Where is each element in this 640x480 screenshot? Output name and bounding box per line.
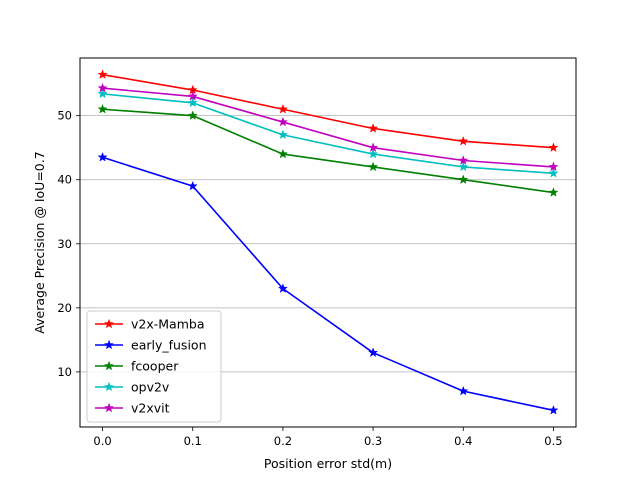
x-tick-label: 0.3 <box>364 434 382 448</box>
legend-label: early_fusion <box>131 338 207 353</box>
legend-label: fcooper <box>131 359 179 374</box>
legend-label: opv2v <box>131 380 170 395</box>
series-fcooper <box>97 103 559 197</box>
data-point-opv2v <box>458 161 469 172</box>
x-tick-label: 0.1 <box>184 434 202 448</box>
legend-item-opv2v: opv2v <box>95 380 170 395</box>
series-line-v2x-mamba <box>102 73 554 149</box>
data-point-v2x-mamba <box>458 135 469 146</box>
x-tick-label: 0.5 <box>544 434 562 448</box>
x-tick-label: 0.0 <box>93 434 111 448</box>
data-point-v2xvit <box>458 155 469 165</box>
data-point-early-fusion <box>97 151 108 162</box>
series-line-opv2v <box>102 93 554 175</box>
legend-swatch-marker <box>103 318 115 329</box>
data-point-fcooper <box>277 148 288 159</box>
data-point-opv2v <box>368 148 379 159</box>
legend-item-v2xvit: v2xvit <box>95 401 170 416</box>
y-tick-label: 10 <box>57 365 72 379</box>
data-point-fcooper <box>368 161 379 172</box>
data-point-v2xvit <box>368 142 379 152</box>
legend-box <box>86 310 222 423</box>
data-point-v2xvit <box>187 91 198 101</box>
data-point-early-fusion <box>458 385 469 396</box>
x-axis-label: Position error std(m) <box>264 456 392 471</box>
axes: 0.0 0.1 0.2 0.3 0.4 0.5 10 20 30 40 50 <box>57 109 562 448</box>
data-point-opv2v <box>187 97 198 108</box>
y-tick-label: 50 <box>57 109 72 123</box>
legend-item-early-fusion: early_fusion <box>95 338 207 353</box>
legend-swatch-marker <box>103 381 115 392</box>
data-point-early-fusion <box>277 283 288 293</box>
y-tick-label: 40 <box>57 173 72 187</box>
data-point-early-fusion <box>187 180 198 191</box>
series-line-v2xvit <box>102 87 554 168</box>
data-point-opv2v <box>97 88 108 99</box>
plot-frame <box>79 57 577 428</box>
series-group <box>97 69 559 415</box>
data-point-v2xvit <box>97 82 108 93</box>
data-point-v2x-mamba <box>368 123 379 133</box>
series-opv2v <box>97 88 559 178</box>
data-point-fcooper <box>548 187 559 197</box>
y-axis-label: Average Precision @ IoU=0.7 <box>32 151 47 333</box>
data-point-v2x-mamba <box>277 103 288 114</box>
series-line-early-fusion <box>102 156 554 412</box>
data-point-fcooper <box>97 103 108 114</box>
legend-swatch-marker <box>103 339 115 350</box>
x-tick-label: 0.2 <box>274 434 292 448</box>
legend-label: v2x-Mamba <box>131 317 204 332</box>
data-point-opv2v <box>277 129 288 140</box>
legend-item-fcooper: fcooper <box>95 359 179 374</box>
data-point-v2xvit <box>277 116 288 127</box>
data-point-fcooper <box>458 174 469 185</box>
legend-swatch-marker <box>103 402 115 413</box>
data-point-v2x-mamba <box>97 69 108 79</box>
series-early-fusion <box>97 151 559 415</box>
data-point-fcooper <box>187 110 198 120</box>
data-point-v2xvit <box>548 161 559 172</box>
y-tick-label: 30 <box>57 237 72 251</box>
y-tick-label: 20 <box>57 301 72 315</box>
data-point-v2x-mamba <box>548 142 559 153</box>
x-tick-label: 0.4 <box>454 434 472 448</box>
data-point-early-fusion <box>368 347 379 357</box>
legend-item-v2x-mamba: v2x-Mamba <box>95 317 204 332</box>
data-point-early-fusion <box>548 405 559 415</box>
legend-swatch-marker <box>103 360 115 371</box>
legend-label: v2xvit <box>131 401 170 416</box>
series-v2xvit <box>97 82 559 172</box>
data-point-opv2v <box>548 167 559 178</box>
series-line-fcooper <box>102 108 554 194</box>
